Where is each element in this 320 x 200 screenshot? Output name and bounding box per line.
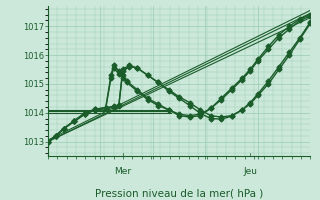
- Text: Pression niveau de la mer( hPa ): Pression niveau de la mer( hPa ): [95, 189, 263, 199]
- Text: Jeu: Jeu: [243, 167, 257, 176]
- Text: Mer: Mer: [114, 167, 131, 176]
